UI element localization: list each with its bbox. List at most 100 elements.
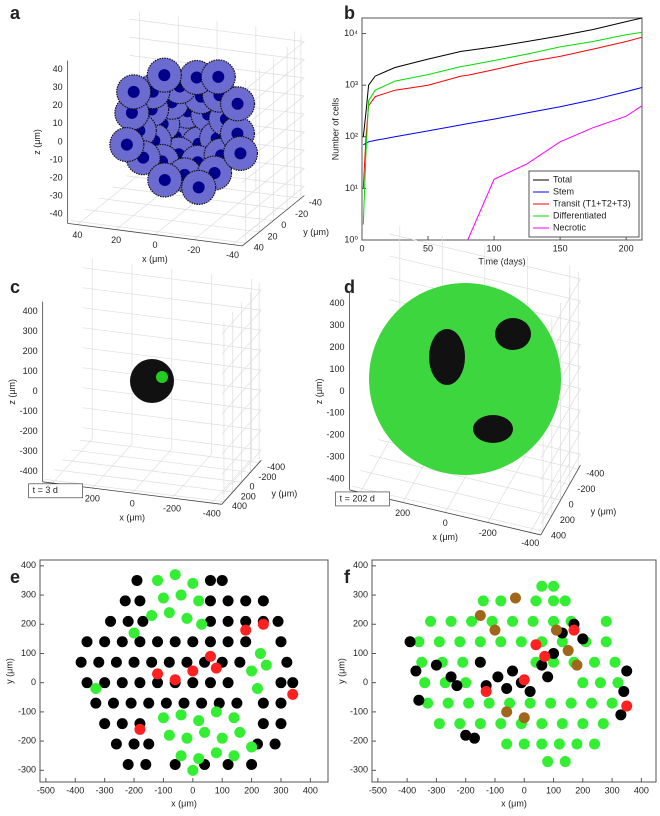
- y-axis-label: y (μm): [4, 658, 14, 684]
- data-line: [363, 87, 643, 146]
- scatter-point: [433, 718, 445, 730]
- scatter-point: [216, 732, 228, 744]
- scatter-point: [451, 680, 463, 692]
- scatter-point: [287, 677, 299, 689]
- scatter-point: [474, 718, 486, 730]
- scatter-point: [257, 618, 269, 630]
- y-tick-label: 10¹: [345, 183, 358, 193]
- data-line: [362, 17, 643, 137]
- panel-letter: e: [10, 567, 20, 587]
- y-tick-label: 40: [254, 242, 264, 252]
- z-tick-label: 20: [53, 100, 63, 110]
- scatter-point: [105, 615, 117, 627]
- y-tick-label: 0: [569, 499, 574, 509]
- scatter-point: [422, 697, 434, 709]
- scatter-point: [119, 595, 131, 607]
- grid-line: [360, 470, 552, 516]
- scatter-point: [175, 589, 187, 601]
- y-axis-label: y (μm): [336, 658, 346, 684]
- scatter-point: [275, 718, 287, 730]
- cell-cloud: [429, 329, 465, 385]
- scatter-point: [480, 685, 492, 697]
- grid-line: [98, 197, 274, 222]
- data-line: [362, 36, 643, 189]
- y-tick-label: -300: [350, 765, 368, 775]
- scatter-point: [90, 683, 102, 695]
- scatter-point: [187, 636, 199, 648]
- scatter-point: [90, 697, 102, 709]
- grid-line: [44, 479, 224, 503]
- scatter-point: [128, 656, 140, 668]
- legend-label: Differentiated: [553, 210, 606, 220]
- x-tick-label: 20: [111, 235, 121, 245]
- z-tick-label: -10: [50, 154, 63, 164]
- scatter-point: [169, 569, 181, 581]
- scatter-point: [213, 697, 225, 709]
- scatter-point: [606, 697, 618, 709]
- y-tick-label: 0: [250, 482, 255, 492]
- x-tick-label: 200: [85, 493, 100, 503]
- x-tick-label: -200: [479, 528, 497, 538]
- scatter-point: [181, 732, 193, 744]
- scatter-point: [507, 615, 519, 627]
- scatter-point: [454, 636, 466, 648]
- scatter-point: [477, 595, 489, 607]
- scatter-point: [457, 656, 469, 668]
- scatter-point: [246, 665, 258, 677]
- scatter-point: [509, 592, 521, 604]
- scatter-point: [257, 697, 269, 709]
- z-tick-label: 30: [53, 82, 63, 92]
- scatter-point: [518, 738, 530, 750]
- scatter-point: [621, 700, 633, 712]
- grid-line: [242, 41, 305, 93]
- scatter-point: [175, 750, 187, 762]
- y-tick-label: -400: [586, 468, 604, 478]
- x-tick-label: -500: [37, 785, 55, 795]
- grid-line: [82, 387, 262, 411]
- grid-line: [242, 77, 305, 129]
- cell-nucleus: [190, 71, 203, 84]
- scatter-point: [536, 718, 548, 730]
- scatter-point: [231, 697, 243, 709]
- grid-line: [82, 427, 262, 451]
- scatter-point: [559, 756, 571, 768]
- scatter-point: [193, 753, 205, 765]
- scatter-point: [199, 726, 211, 738]
- grid-line: [82, 307, 262, 331]
- scatter-point: [565, 697, 577, 709]
- scatter-point: [548, 647, 560, 659]
- x-tick-label: -40: [226, 250, 239, 260]
- scatter-point: [251, 683, 263, 695]
- scatter-point: [196, 697, 208, 709]
- y-tick-label: -400: [267, 462, 285, 472]
- x-tick-label: 300: [273, 785, 288, 795]
- x-tick-label: -400: [66, 785, 84, 795]
- scatter-point: [157, 592, 169, 604]
- scatter-point: [621, 665, 633, 677]
- scatter-point: [81, 636, 93, 648]
- x-tick-label: 150: [553, 243, 568, 253]
- x-axis-label: x (μm): [171, 798, 197, 808]
- z-tick-label: 200: [330, 342, 345, 352]
- y-tick-label: 300: [21, 589, 36, 599]
- cell-nucleus: [231, 97, 244, 110]
- scatter-point: [122, 758, 134, 770]
- y-tick-label: 10⁴: [344, 28, 358, 38]
- z-axis-label: z (μm): [32, 129, 42, 155]
- scatter-point: [548, 580, 560, 592]
- scatter-point: [489, 624, 501, 636]
- x-tick-label: -200: [163, 503, 181, 513]
- scatter-point: [542, 756, 554, 768]
- x-tick-label: 0: [130, 498, 135, 508]
- legend-label: Total: [553, 174, 572, 184]
- scatter-point: [169, 758, 181, 770]
- scatter-point: [169, 674, 181, 686]
- y-axis-label: y (μm): [272, 489, 298, 499]
- scatter-point: [99, 677, 111, 689]
- y-axis-label: y (μm): [591, 506, 617, 516]
- legend-label: Stem: [553, 186, 574, 196]
- scatter-point: [234, 726, 246, 738]
- y-tick-label: 400: [551, 530, 566, 540]
- z-tick-label: 400: [23, 306, 38, 316]
- scatter-point: [110, 738, 122, 750]
